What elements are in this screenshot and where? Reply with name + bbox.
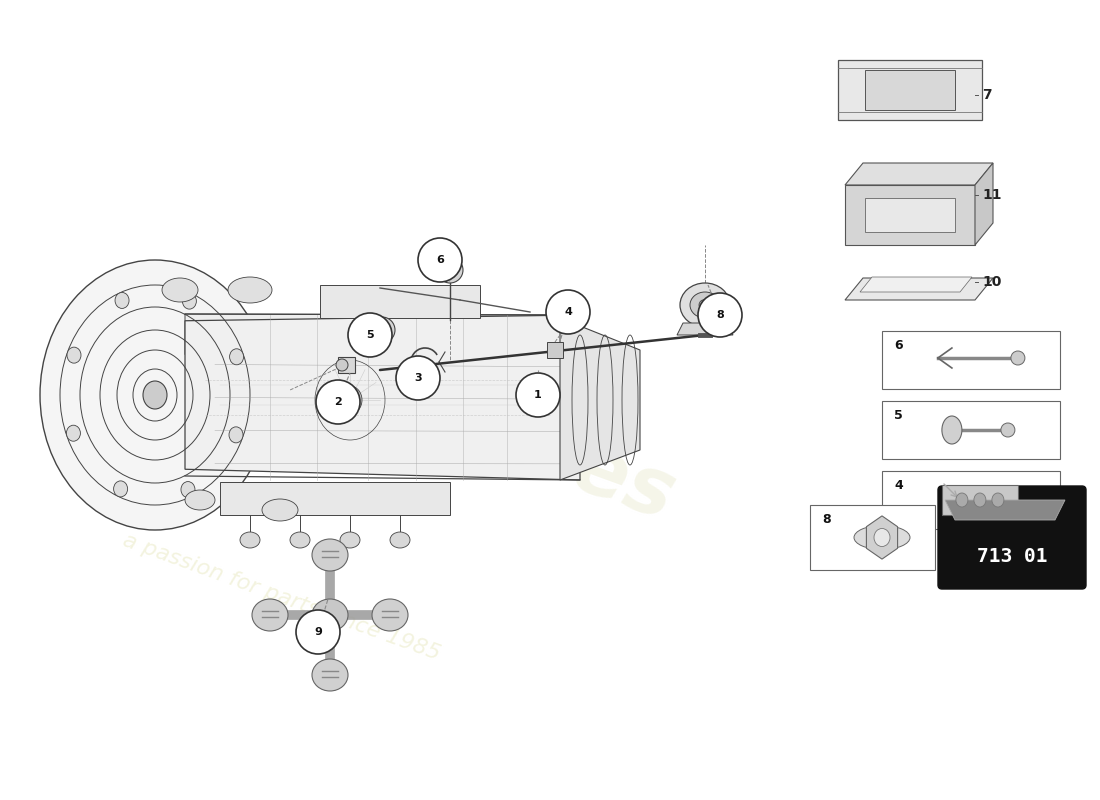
Circle shape xyxy=(348,313,392,357)
Polygon shape xyxy=(185,315,580,480)
Ellipse shape xyxy=(183,293,197,309)
Text: 5: 5 xyxy=(366,330,374,340)
Polygon shape xyxy=(975,163,993,245)
Ellipse shape xyxy=(230,349,243,365)
Ellipse shape xyxy=(66,426,80,442)
Bar xyxy=(882,471,1060,529)
Bar xyxy=(882,331,1060,389)
Polygon shape xyxy=(942,485,1018,515)
Ellipse shape xyxy=(1001,423,1015,437)
Circle shape xyxy=(546,290,590,334)
Text: 8: 8 xyxy=(822,513,830,526)
Polygon shape xyxy=(185,314,580,354)
Ellipse shape xyxy=(874,529,890,546)
Text: 2: 2 xyxy=(334,397,342,407)
Ellipse shape xyxy=(390,532,410,548)
Circle shape xyxy=(418,238,462,282)
Ellipse shape xyxy=(942,416,961,444)
Polygon shape xyxy=(220,482,450,515)
Ellipse shape xyxy=(974,493,986,507)
Text: 11: 11 xyxy=(982,188,1001,202)
Polygon shape xyxy=(338,357,355,373)
Text: 10: 10 xyxy=(982,275,1001,289)
Ellipse shape xyxy=(228,277,272,303)
Polygon shape xyxy=(838,60,982,120)
Ellipse shape xyxy=(182,482,195,498)
Circle shape xyxy=(698,293,742,337)
Ellipse shape xyxy=(698,299,711,310)
Polygon shape xyxy=(865,70,955,110)
Text: 6: 6 xyxy=(894,339,903,352)
Ellipse shape xyxy=(312,659,348,691)
Ellipse shape xyxy=(162,278,198,302)
Ellipse shape xyxy=(143,381,167,409)
Ellipse shape xyxy=(437,257,463,283)
Text: 1: 1 xyxy=(535,390,542,400)
Ellipse shape xyxy=(113,481,128,497)
Ellipse shape xyxy=(240,532,260,548)
Text: 9: 9 xyxy=(315,627,322,637)
Ellipse shape xyxy=(680,283,730,327)
Ellipse shape xyxy=(375,323,389,337)
Text: eurospares: eurospares xyxy=(180,290,685,537)
Circle shape xyxy=(396,356,440,400)
Polygon shape xyxy=(845,185,975,245)
Text: a passion for parts since 1985: a passion for parts since 1985 xyxy=(120,530,443,664)
Text: 4: 4 xyxy=(894,479,903,492)
Ellipse shape xyxy=(116,293,129,309)
Ellipse shape xyxy=(185,490,214,510)
Ellipse shape xyxy=(40,260,270,530)
Ellipse shape xyxy=(854,526,910,550)
Polygon shape xyxy=(865,198,955,232)
Polygon shape xyxy=(860,277,972,292)
Ellipse shape xyxy=(336,359,348,371)
Text: 713 01: 713 01 xyxy=(977,547,1047,566)
Polygon shape xyxy=(320,285,480,318)
Circle shape xyxy=(296,610,340,654)
Polygon shape xyxy=(845,163,993,185)
Ellipse shape xyxy=(262,499,298,521)
Bar xyxy=(810,505,935,570)
Polygon shape xyxy=(945,500,1065,520)
Circle shape xyxy=(316,380,360,424)
Text: 3: 3 xyxy=(415,373,421,383)
Polygon shape xyxy=(560,318,640,480)
Ellipse shape xyxy=(1011,351,1025,365)
Polygon shape xyxy=(547,342,563,358)
Ellipse shape xyxy=(67,347,81,363)
Ellipse shape xyxy=(340,532,360,548)
Ellipse shape xyxy=(956,493,968,507)
Ellipse shape xyxy=(252,599,288,631)
Text: 6: 6 xyxy=(436,255,444,265)
Text: 8: 8 xyxy=(716,310,724,320)
Ellipse shape xyxy=(338,386,362,414)
Ellipse shape xyxy=(690,292,721,318)
Ellipse shape xyxy=(290,532,310,548)
Text: 7: 7 xyxy=(982,88,991,102)
Ellipse shape xyxy=(312,599,348,631)
FancyBboxPatch shape xyxy=(938,486,1086,589)
Ellipse shape xyxy=(368,317,395,343)
Ellipse shape xyxy=(992,493,1004,507)
Polygon shape xyxy=(867,516,898,559)
Polygon shape xyxy=(676,323,733,335)
Ellipse shape xyxy=(372,599,408,631)
Ellipse shape xyxy=(312,539,348,571)
Ellipse shape xyxy=(229,427,243,443)
Circle shape xyxy=(516,373,560,417)
Polygon shape xyxy=(845,278,993,300)
Text: 4: 4 xyxy=(564,307,572,317)
Ellipse shape xyxy=(443,263,456,277)
Bar xyxy=(882,401,1060,459)
Text: 5: 5 xyxy=(894,409,903,422)
